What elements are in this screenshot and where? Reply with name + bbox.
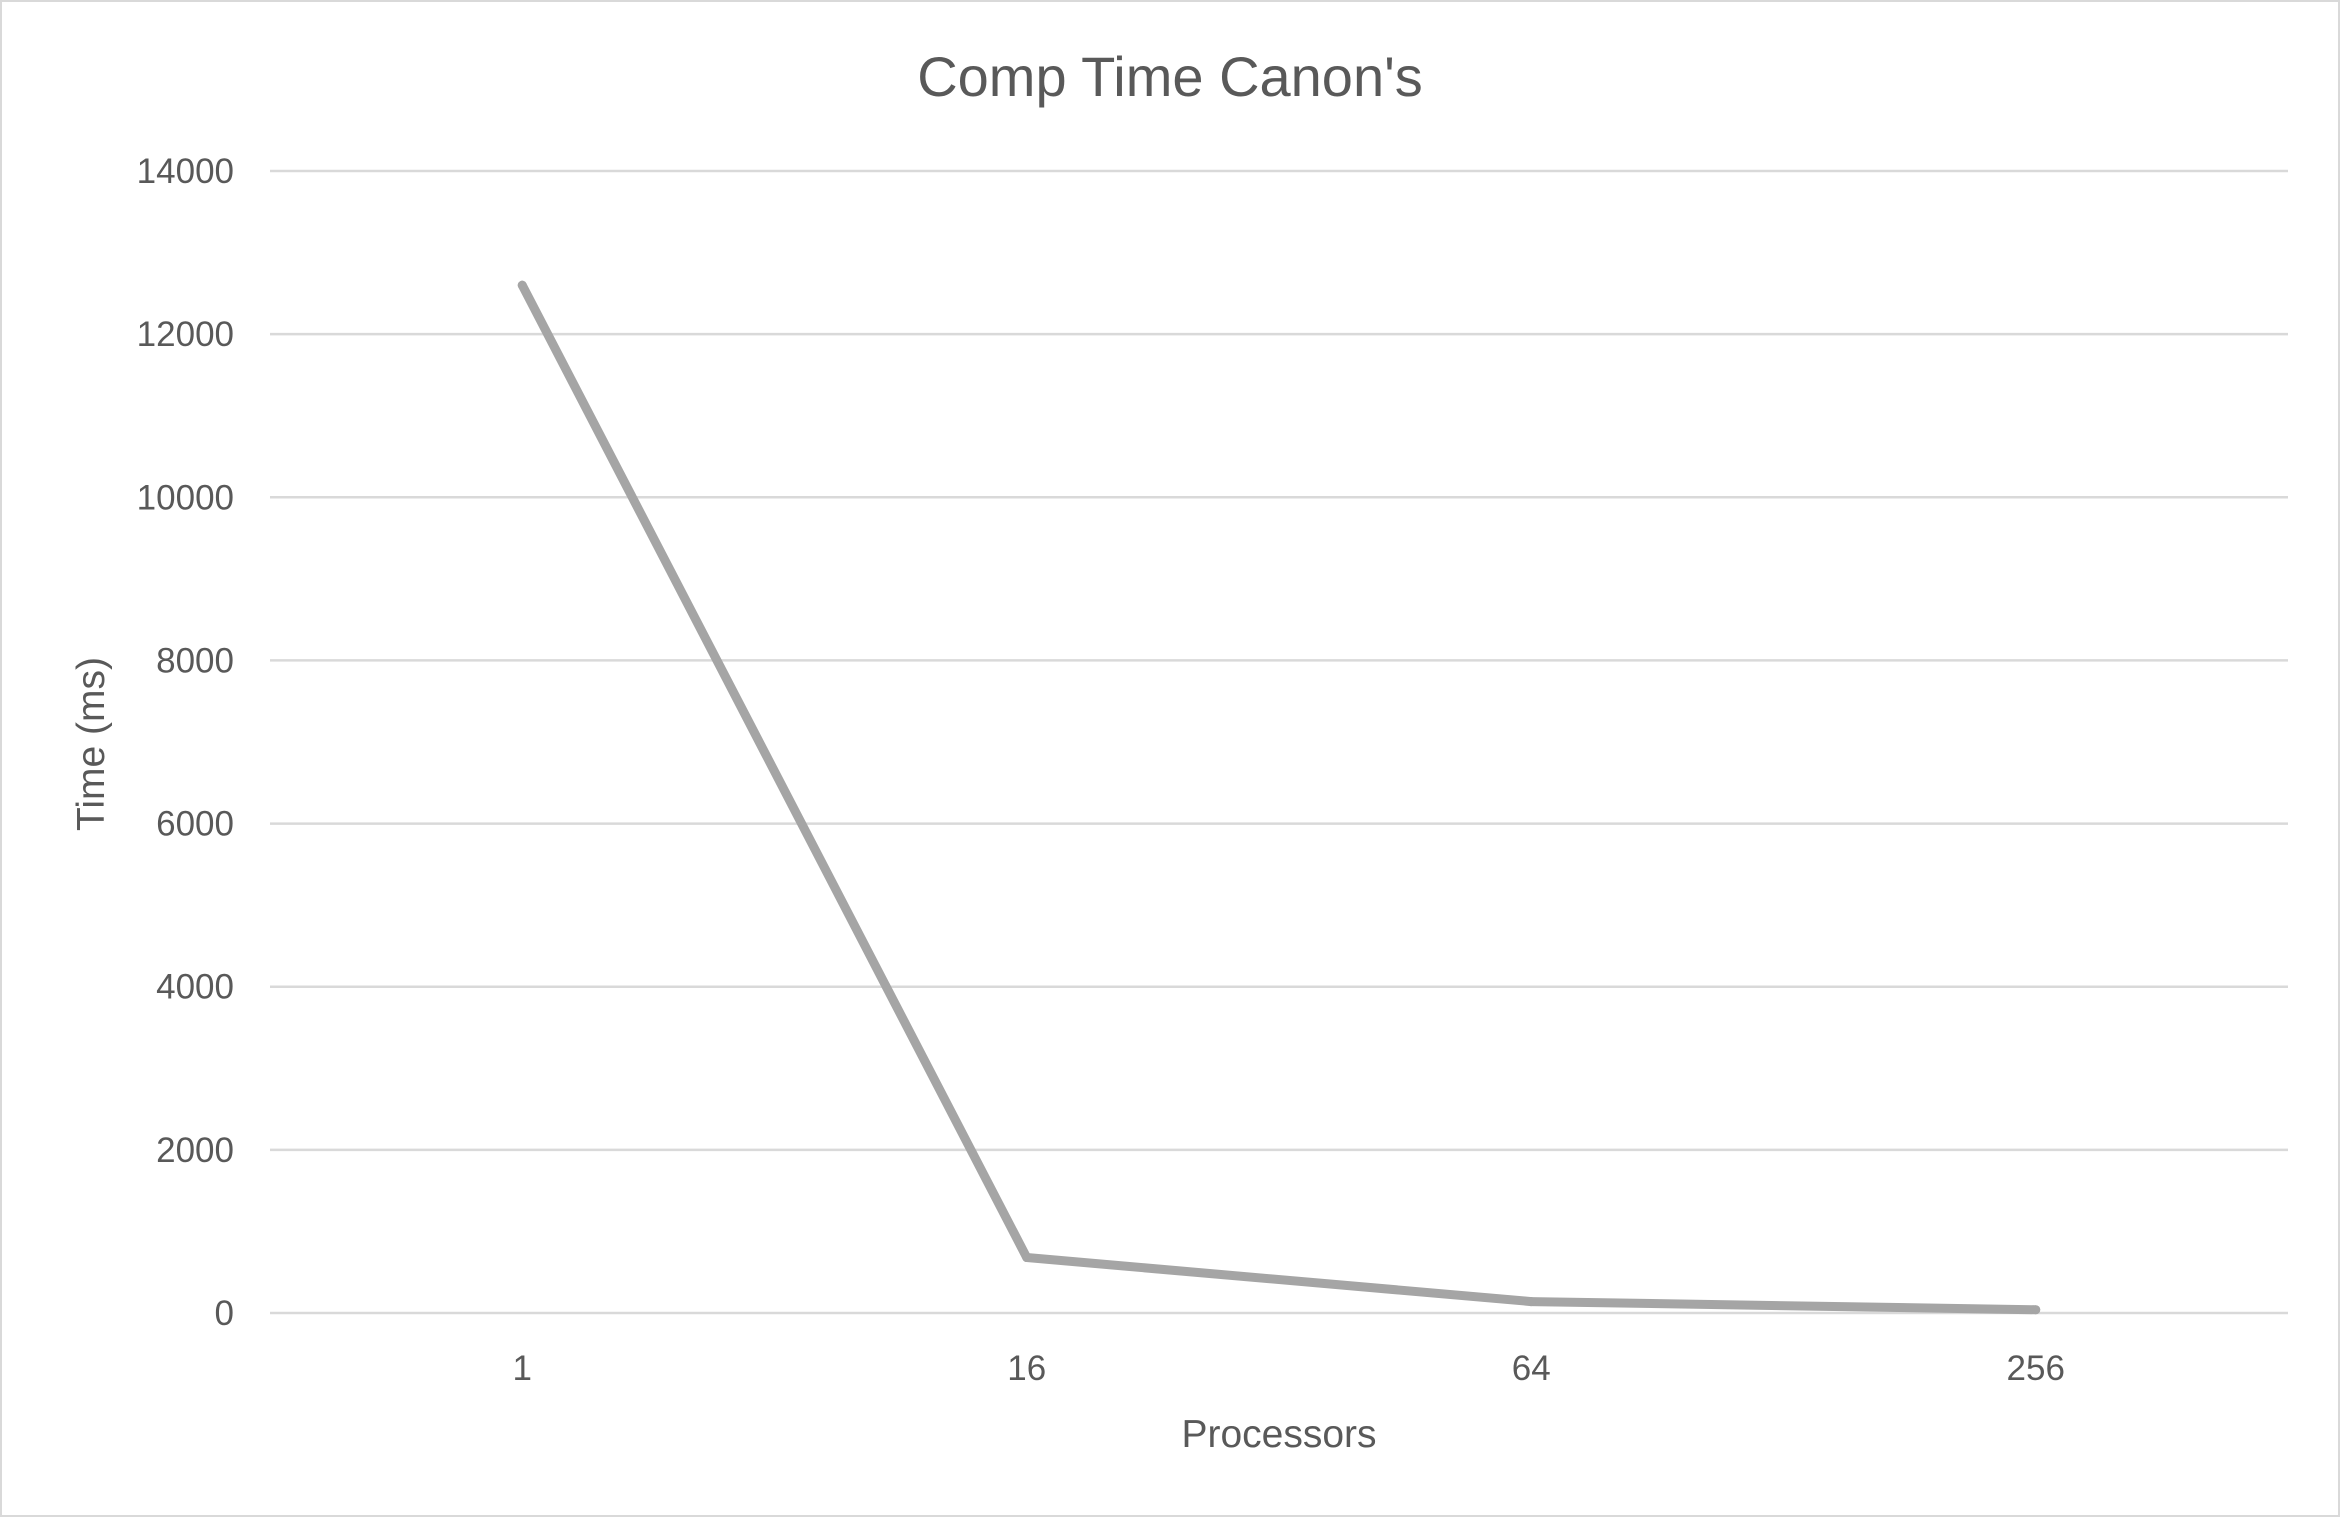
x-tick-label: 1 [513,1349,532,1388]
x-axis-title: Processors [1181,1413,1376,1456]
gridlines [270,169,2288,1315]
y-axis-ticks: 0 2000 4000 6000 8000 10000 12000 14000 [137,152,234,1333]
series-group [517,280,2041,1315]
y-tick-label: 4000 [156,968,234,1007]
x-tick-label: 64 [1512,1349,1551,1388]
y-tick-label: 0 [215,1294,234,1333]
x-axis-ticks: 1 16 64 256 [513,1349,2065,1388]
y-tick-label: 10000 [137,478,234,517]
data-point [517,280,527,290]
y-tick-label: 6000 [156,805,234,844]
x-tick-label: 256 [2007,1349,2065,1388]
data-point [2031,1305,2041,1315]
series-line-segment [517,280,1032,1263]
y-axis-title: Time (ms) [70,657,113,831]
series-line-segment [1022,1253,1536,1307]
y-tick-label: 12000 [137,315,234,354]
chart-title: Comp Time Canon's [917,45,1423,108]
x-tick-label: 16 [1007,1349,1046,1388]
series-line-segment [1526,1297,2041,1315]
data-point [1022,1253,1032,1263]
y-tick-label: 2000 [156,1131,234,1170]
y-tick-label: 14000 [137,152,234,191]
data-point [1526,1297,1536,1307]
y-tick-label: 8000 [156,641,234,680]
